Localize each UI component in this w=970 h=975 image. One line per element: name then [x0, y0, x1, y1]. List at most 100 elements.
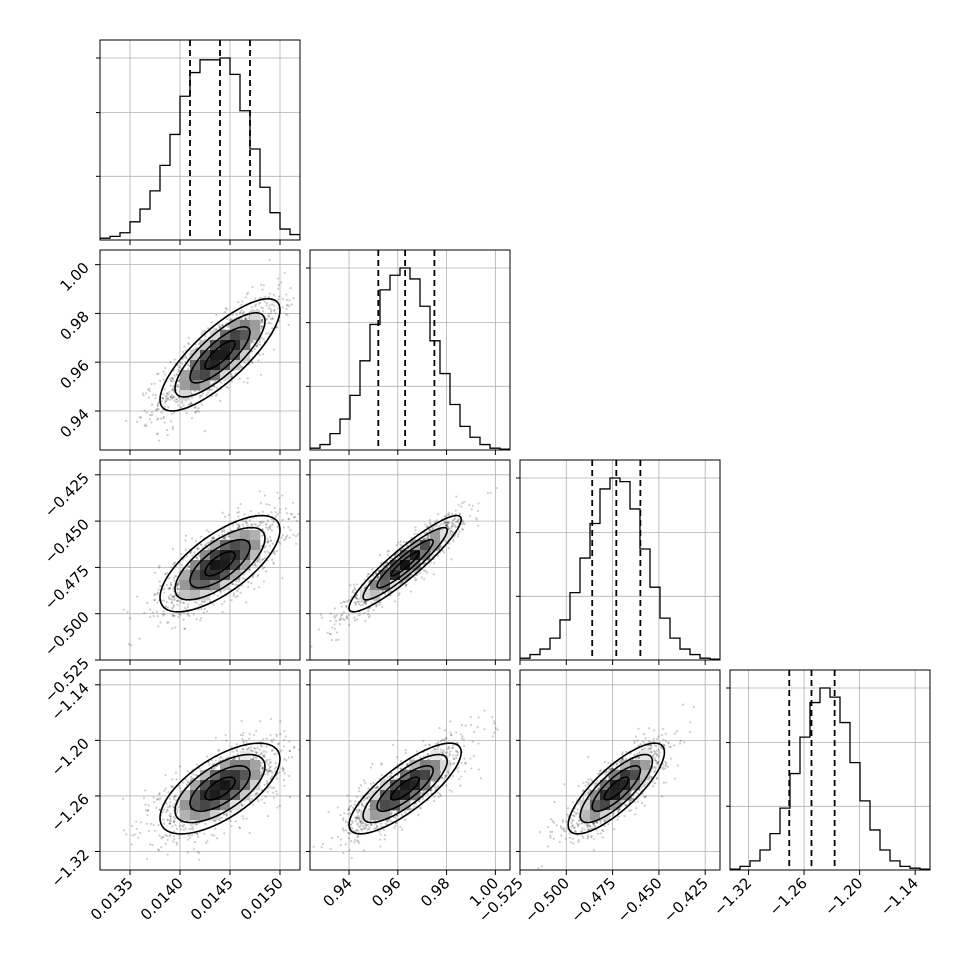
scatter-point: [318, 628, 320, 630]
scatter-point: [181, 402, 183, 404]
scatter-point: [282, 298, 284, 300]
scatter-point: [140, 821, 142, 823]
scatter-point: [403, 541, 405, 543]
scatter-point: [263, 566, 265, 568]
scatter-point: [271, 749, 273, 751]
scatter-point: [286, 535, 288, 537]
scatter-point: [496, 487, 498, 489]
scatter-point: [242, 734, 244, 736]
scatter-point: [458, 531, 460, 533]
scatter-point: [148, 830, 150, 832]
scatter-point: [162, 393, 164, 395]
scatter-point: [270, 322, 272, 324]
scatter-point: [259, 561, 261, 563]
scatter-point: [487, 492, 489, 494]
scatter-point: [280, 536, 282, 538]
scatter-point: [419, 572, 421, 574]
scatter-point: [158, 580, 160, 582]
scatter-point: [178, 366, 180, 368]
scatter-point: [276, 492, 278, 494]
scatter-point: [184, 539, 186, 541]
y-tick-label: 1.00: [56, 259, 92, 295]
scatter-point: [144, 425, 146, 427]
scatter-point: [167, 434, 169, 436]
scatter-point: [200, 536, 202, 538]
scatter-point: [158, 440, 160, 442]
scatter-point: [400, 541, 402, 543]
scatter-point: [212, 603, 214, 605]
scatter-point: [285, 308, 287, 310]
scatter-point: [372, 609, 374, 611]
scatter-point: [186, 613, 188, 615]
scatter-point: [451, 513, 453, 515]
scatter-point: [174, 598, 176, 600]
scatter-point: [177, 600, 179, 602]
scatter-point: [356, 618, 358, 620]
scatter-point: [246, 817, 248, 819]
scatter-point: [173, 579, 175, 581]
scatter-point: [245, 601, 247, 603]
scatter-point: [346, 607, 348, 609]
scatter-point: [211, 321, 213, 323]
density-cell: [240, 560, 250, 570]
scatter-point: [177, 370, 179, 372]
histogram-step: [310, 268, 510, 450]
scatter-point: [275, 790, 277, 792]
scatter-point: [151, 411, 153, 413]
scatter-point: [302, 304, 304, 306]
scatter-point: [375, 604, 377, 606]
scatter-point: [429, 519, 431, 521]
scatter-point: [259, 344, 261, 346]
scatter-point: [168, 391, 170, 393]
scatter-point: [157, 824, 159, 826]
scatter-point: [328, 464, 330, 466]
scatter-point: [206, 394, 208, 396]
scatter-point: [154, 397, 156, 399]
scatter-point: [335, 639, 337, 641]
scatter-point: [242, 577, 244, 579]
scatter-point: [331, 627, 333, 629]
scatter-point: [333, 623, 335, 625]
y-tick-label: 0.94: [56, 405, 92, 441]
scatter-point: [176, 604, 178, 606]
density-cell: [180, 380, 190, 390]
scatter-point: [274, 553, 276, 555]
scatter-point: [202, 392, 204, 394]
scatter-point: [444, 521, 446, 523]
scatter-point: [364, 620, 366, 622]
scatter-point: [201, 403, 203, 405]
scatter-point: [289, 529, 291, 531]
scatter-point: [293, 297, 295, 299]
scatter-point: [237, 301, 239, 303]
scatter-point: [260, 502, 262, 504]
scatter-point: [150, 421, 152, 423]
scatter-point: [397, 542, 399, 544]
scatter-point: [303, 310, 305, 312]
scatter-point: [277, 526, 279, 528]
scatter-point: [460, 505, 462, 507]
scatter-point: [243, 513, 245, 515]
scatter-point: [451, 525, 453, 527]
scatter-point: [174, 358, 176, 360]
scatter-point: [354, 596, 356, 598]
scatter-point: [162, 371, 164, 373]
scatter-point: [330, 620, 332, 622]
scatter-point: [357, 598, 359, 600]
scatter-point: [150, 383, 152, 385]
scatter-point: [437, 513, 439, 515]
scatter-point: [452, 540, 454, 542]
scatter-point: [285, 507, 287, 509]
scatter-point: [305, 516, 307, 518]
scatter-point: [278, 497, 280, 499]
scatter-point: [164, 400, 166, 402]
scatter-point: [344, 619, 346, 621]
scatter-point: [164, 573, 166, 575]
scatter-point: [152, 844, 154, 846]
scatter-point: [183, 628, 185, 630]
scatter-point: [204, 430, 206, 432]
scatter-point: [187, 342, 189, 344]
scatter-point: [263, 284, 265, 286]
scatter-point: [454, 518, 456, 520]
scatter-point: [199, 603, 201, 605]
